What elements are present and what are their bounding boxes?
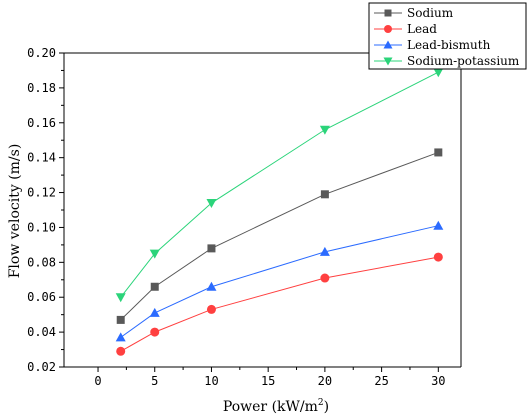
y-tick-label: 0.20 [27,46,56,60]
data-point-lead-bismuth [149,307,160,317]
legend-label: Sodium [407,6,454,20]
y-tick-label: 0.16 [27,116,56,130]
legend-marker [384,9,392,17]
legend-item-lead: Lead [374,22,437,36]
data-point-lead-bismuth [206,281,217,291]
y-axis-title: Flow velocity (m/s) [7,144,23,279]
y-tick-label: 0.04 [27,325,56,339]
x-tick-label: 30 [431,374,445,388]
data-point-sodium-potassium [206,199,217,209]
legend-item-sodium-potassium: Sodium-potassium [374,54,520,68]
data-point-lead [320,273,330,283]
data-point-sodium [150,282,159,291]
legend-item-sodium: Sodium [374,6,454,20]
legend-item-lead-bismuth: Lead-bismuth [374,38,491,52]
y-axis-ticks: 0.02 0.04 0.06 0.08 0.10 0.12 0.14 0.16 0.18 0.20 [27,46,64,374]
data-point-sodium [207,244,216,253]
y-tick-label: 0.12 [27,186,56,200]
data-point-lead-bismuth [115,332,126,342]
data-point-lead-bismuth [433,220,444,230]
data-point-sodium-potassium [319,125,330,135]
data-point-sodium-potassium [115,293,126,303]
y-tick-label: 0.08 [27,255,56,269]
series-line-sodium [120,151,439,321]
series-line-lead [120,256,439,352]
data-point-lead [206,304,216,314]
legend-marker [383,57,393,66]
y-tick-label: 0.14 [27,151,56,165]
data-point-lead-bismuth [319,246,330,256]
x-tick-label: 15 [261,374,275,388]
x-tick-label: 20 [318,374,332,388]
legend-label: Lead [407,22,437,36]
legend-label: Sodium-potassium [407,54,520,68]
series-line-lead-bismuth [120,225,439,338]
legend-marker [383,40,393,49]
data-point-sodium [116,315,125,324]
data-point-sodium [434,148,443,157]
data-point-sodium-potassium [433,68,444,78]
legend-marker [384,25,392,33]
y-tick-label: 0.02 [27,360,56,374]
series-markers [115,68,444,356]
x-axis-ticks: 0 5 10 15 20 25 30 [94,367,446,388]
data-point-sodium-potassium [149,249,160,259]
x-axis-title: Power (kW/m2) [223,398,329,415]
x-tick-label: 10 [204,374,218,388]
data-point-lead [116,346,126,356]
y-tick-label: 0.18 [27,81,56,95]
data-point-sodium [320,190,329,199]
data-point-lead [150,327,160,337]
x-tick-label: 5 [151,374,158,388]
legend-label: Lead-bismuth [407,38,491,52]
y-tick-label: 0.06 [27,290,56,304]
y-tick-label: 0.10 [27,220,56,234]
data-point-lead [433,252,443,262]
x-tick-label: 0 [94,374,101,388]
legend-box [368,2,527,70]
series-line-sodium-potassium [120,71,439,298]
x-tick-label: 25 [374,374,388,388]
legend: Sodium Lead Lead-bismuth Sodium-potassium [368,2,527,70]
series-lines [120,71,439,352]
